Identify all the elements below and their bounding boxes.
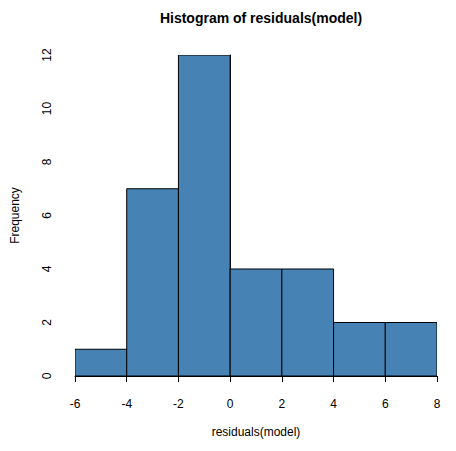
svg-text:4: 4 [330, 397, 337, 411]
svg-text:Histogram of residuals(model): Histogram of residuals(model) [160, 10, 362, 26]
svg-text:8: 8 [434, 397, 441, 411]
svg-text:8: 8 [40, 158, 54, 165]
svg-text:residuals(model): residuals(model) [212, 425, 301, 439]
svg-text:Frequency: Frequency [8, 187, 22, 244]
svg-text:-2: -2 [173, 397, 184, 411]
svg-text:-4: -4 [121, 397, 132, 411]
svg-text:4: 4 [40, 265, 54, 272]
svg-text:6: 6 [40, 212, 54, 219]
svg-text:12: 12 [40, 48, 54, 62]
svg-text:10: 10 [40, 102, 54, 116]
svg-text:0: 0 [227, 397, 234, 411]
svg-text:2: 2 [40, 319, 54, 326]
svg-text:2: 2 [279, 397, 286, 411]
svg-text:6: 6 [382, 397, 389, 411]
svg-text:0: 0 [40, 372, 54, 379]
svg-text:-6: -6 [70, 397, 81, 411]
